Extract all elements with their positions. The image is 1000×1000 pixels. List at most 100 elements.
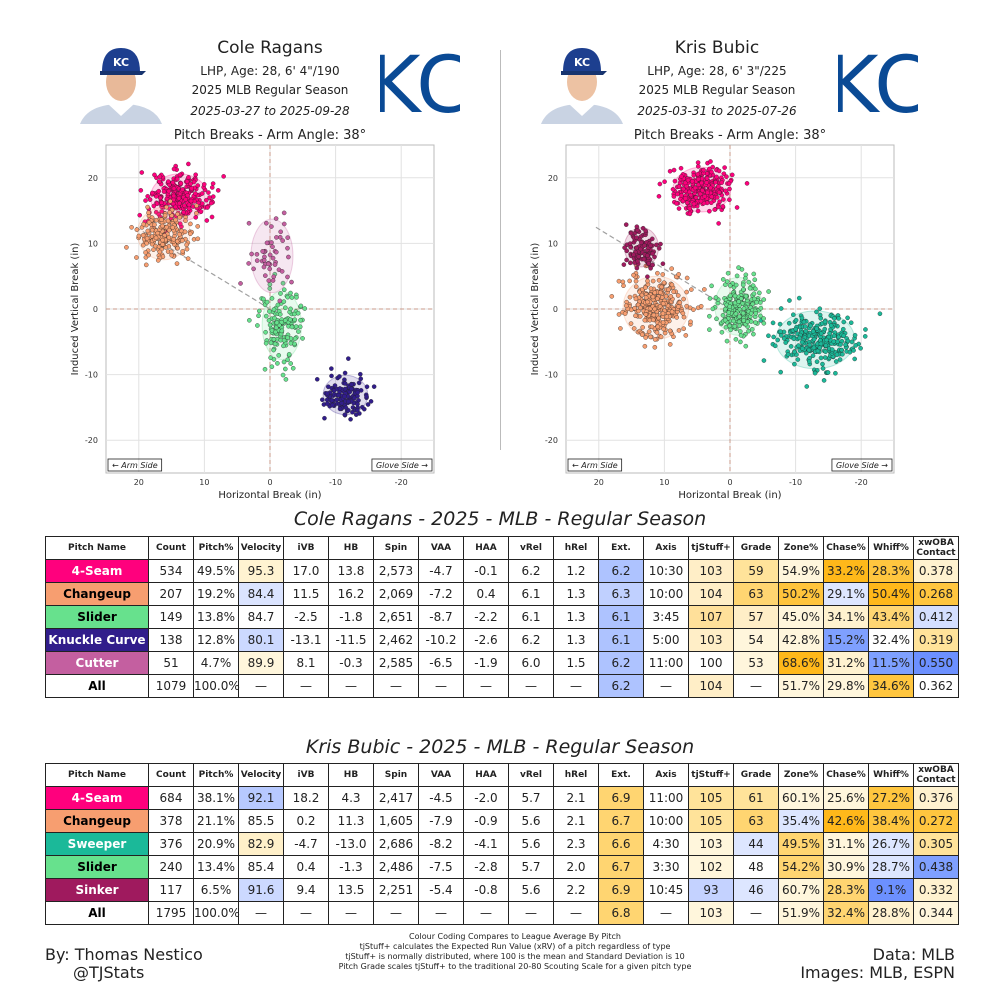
table-cell: 35.4% [778,809,824,833]
pitch-point [707,208,712,214]
footer-note: Pitch Grade scales tjStuff+ to the tradi… [338,962,692,971]
pitch-point [843,342,848,348]
pitch-point [741,306,747,311]
pitch-name-cell: Sinker [45,878,149,902]
table-cell: 5.6 [508,878,554,902]
table-cell: 32.4% [868,628,914,652]
pitch-point [267,322,273,328]
pitch-point [371,384,377,389]
table-cell: -8.2 [418,832,464,856]
x-tick-label: 10 [659,478,669,487]
pitch-point [650,251,655,256]
pitch-point [758,313,763,319]
pitch-point [766,289,771,294]
table-cell: 28.3% [823,878,869,902]
pitch-point [758,305,764,311]
pitch-point [662,179,667,184]
table-cell: 42.8% [778,628,824,652]
table-cell: 6.3 [598,582,644,606]
table-cell: 2.0 [553,855,599,879]
pitch-point [632,305,638,311]
pitch-name-cell: 4-Seam [45,786,149,810]
pitch-point [633,278,639,284]
table-cell: -1.9 [463,651,509,675]
table-cell: 0.319 [913,628,959,652]
pitch-point [642,317,648,323]
arm-side-label: ← Arm Side [107,458,163,472]
pitch-point [691,201,697,207]
pitch-point [812,370,818,376]
pitch-point [669,282,675,288]
table-cell: 29.8% [823,674,869,698]
table-cell: 43.4% [868,605,914,629]
pitch-point [761,320,767,326]
pitch-point [814,326,819,331]
pitch-point [264,299,270,305]
table-cell: 95.3 [238,559,284,583]
pitch-point [215,188,221,193]
pitch-point [836,316,841,321]
table-cell: — [418,901,464,925]
pitch-point [645,253,650,258]
pitch-point [750,301,756,307]
pitch-point [274,320,280,326]
column-header: Pitch% [193,536,239,560]
pitch-point [173,217,178,223]
table-cell: 1.3 [553,582,599,606]
svg-text:Glove Side →: Glove Side → [836,461,888,470]
pitch-point [732,324,738,329]
footer-notes: Colour Coding Compares to League Average… [300,932,730,972]
pitch-point [267,309,272,314]
pitch-name-cell: Changeup [45,582,149,606]
table-cell: 100.0% [193,674,240,698]
column-header: xwOBA Contact [913,763,959,787]
pitch-point [277,312,283,317]
arm-angle-line [593,225,731,310]
table-cell: -0.8 [463,878,509,902]
table-cell: -10.2 [418,628,464,652]
pitch-point [246,220,252,226]
pitch-point [150,190,155,196]
pitch-point [348,417,353,422]
table-cell: — [373,901,419,925]
pitch-point [194,203,199,208]
pitch-point [657,181,663,187]
table-cell: 82.9 [238,832,284,856]
table-row: Changeup 378 21.1% 85.5 0.2 11.3 1,605 -7.9 -0.9… [45,809,959,833]
pitch-point [261,258,267,263]
arm-side-label: ← Arm Side [567,458,623,472]
pitch-point [783,340,788,345]
table-cell: 13.8% [193,605,239,629]
pitch-point [753,286,758,292]
table-cell: 103 [688,832,734,856]
pitch-point [727,283,733,288]
player-info: LHP, Age: 28, 6' 4"/190 [200,64,340,78]
column-header: Axis [643,536,689,560]
pitch-point [671,194,677,199]
pitch-point [709,283,714,289]
x-tick-label: -20 [855,478,868,487]
column-header: HB [328,536,374,560]
pitch-point [761,358,767,363]
table-cell: 57 [733,605,779,629]
chart-title: Pitch Breaks - Arm Angle: 38° [634,128,826,143]
pitch-point [157,179,162,184]
pitch-point [717,199,722,205]
table-cell: 13.5 [328,878,374,902]
pitch-point [732,293,738,299]
pitch-point [684,289,689,295]
table-cell: 25.6% [823,786,869,810]
table-cell: 6.0 [508,651,554,675]
table-cell: 6.7 [598,809,644,833]
pitch-point [627,241,633,246]
column-header: Pitch Name [45,536,149,560]
pitch-point [288,340,294,346]
pitch-point [271,307,277,312]
table-title: Kris Bubic - 2025 - MLB - Regular Season [305,736,695,758]
pitch-point [325,391,330,396]
table-cell: 3:30 [643,855,689,879]
pitch-point [719,329,725,335]
pitch-point [609,294,615,299]
pitch-point [188,181,193,187]
pitch-point [714,195,720,200]
